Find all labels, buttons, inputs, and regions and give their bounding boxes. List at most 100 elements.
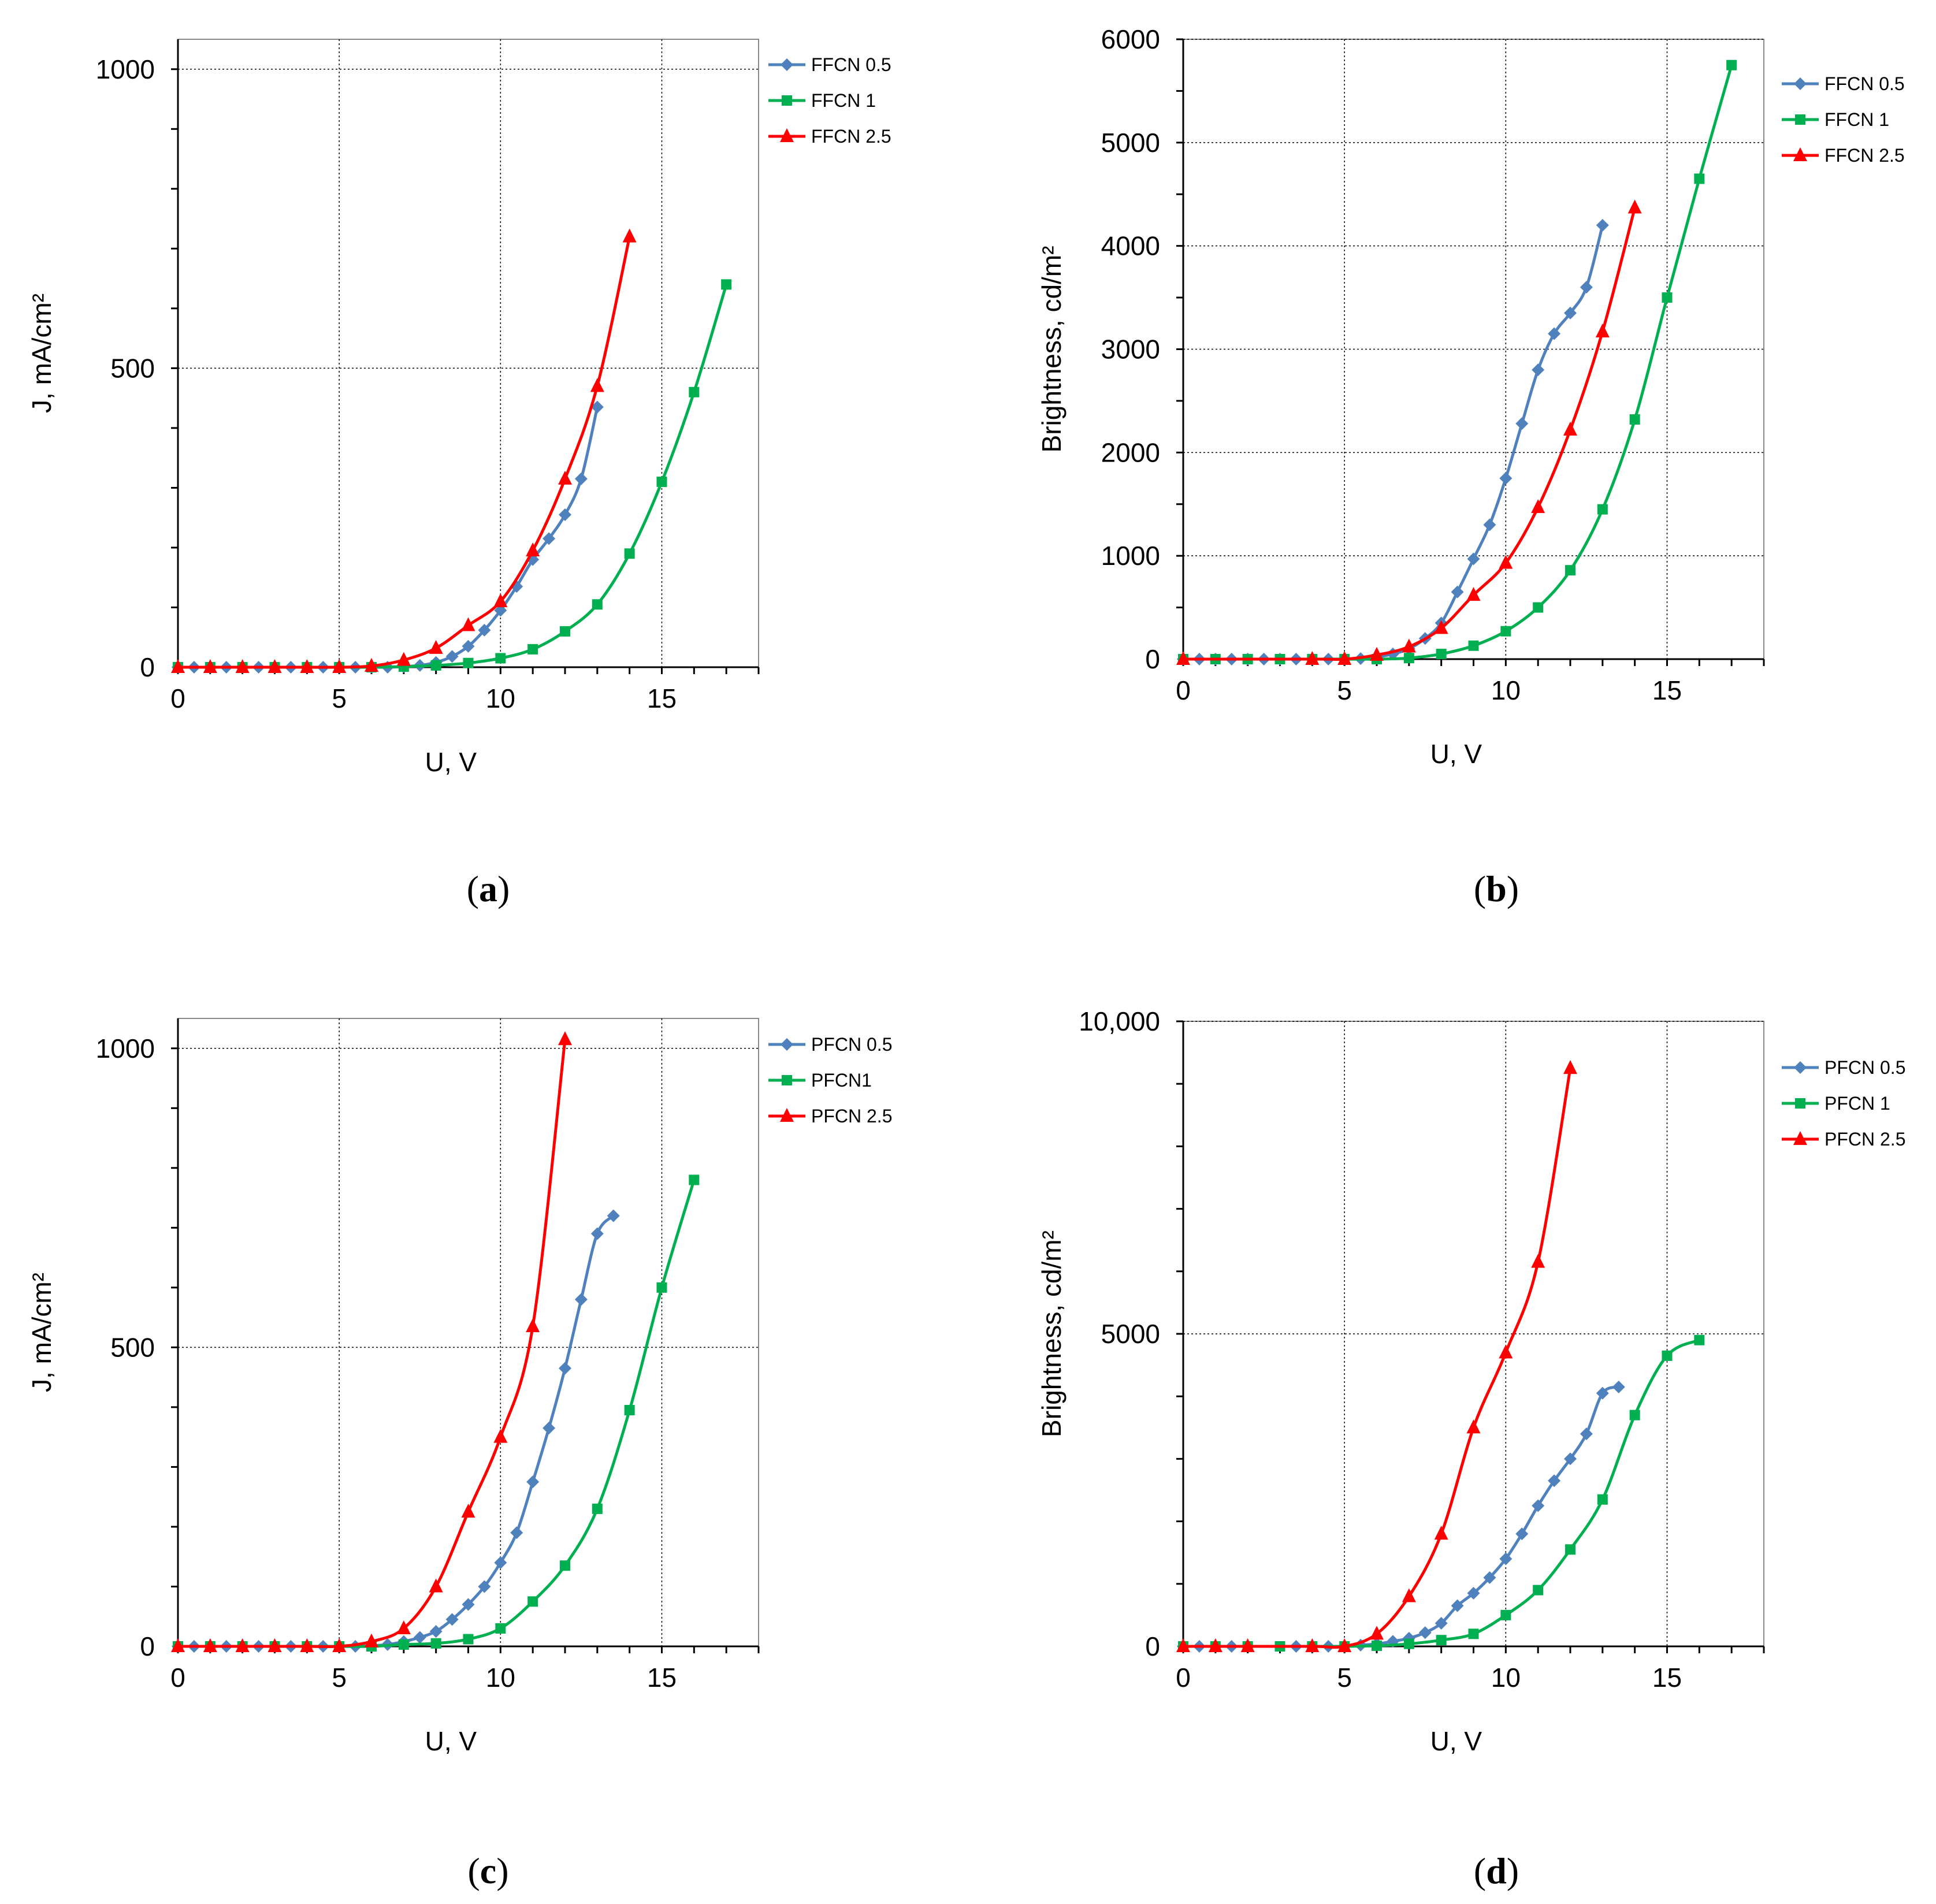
legend-label: FFCN 2.5 <box>1824 145 1905 166</box>
series-line <box>177 284 728 669</box>
x-tick-label: 5 <box>332 1663 347 1693</box>
legend-marker <box>1795 1098 1805 1109</box>
data-point <box>1597 504 1608 515</box>
legend-entry: PFCN 0.5 <box>1782 1057 1905 1078</box>
data-point <box>527 644 538 654</box>
data-point <box>461 1504 475 1518</box>
panel-label-close-paren: ) <box>1507 868 1519 909</box>
data-point <box>494 604 507 617</box>
legend-entry: FFCN 1 <box>768 90 876 111</box>
data-point <box>1531 499 1545 514</box>
data-point <box>624 1405 635 1416</box>
data-point <box>1565 565 1575 576</box>
legend-marker <box>781 1038 793 1051</box>
y-tick-label: 500 <box>110 353 155 383</box>
data-point <box>1418 1626 1432 1639</box>
data-point <box>1337 1638 1352 1652</box>
data-point <box>203 1638 217 1652</box>
y-tick-label: 0 <box>140 652 155 682</box>
data-point <box>1694 173 1705 184</box>
data-point <box>494 1556 507 1570</box>
data-point <box>478 623 491 637</box>
data-point <box>1402 638 1416 653</box>
x-tick-label: 0 <box>170 683 185 713</box>
legend-label: FFCN 2.5 <box>811 126 891 147</box>
data-point <box>1548 1474 1561 1488</box>
x-axis-label: U, V <box>425 1726 477 1756</box>
data-point <box>1662 292 1673 303</box>
series-pfcn-0.5 <box>172 1209 620 1653</box>
x-tick-label: 5 <box>1337 675 1352 705</box>
legend-marker <box>1795 114 1805 125</box>
y-tick-label: 0 <box>1145 644 1160 674</box>
x-tick-label: 0 <box>170 1663 185 1693</box>
data-point <box>235 1638 250 1652</box>
x-tick-label: 0 <box>1176 675 1191 705</box>
data-point <box>1208 1638 1222 1652</box>
series-line <box>1183 1068 1572 1649</box>
data-point <box>461 617 475 631</box>
legend-entry: FFCN 0.5 <box>1782 73 1905 94</box>
legend-marker <box>1794 1061 1807 1074</box>
panel-label-close-paren: ) <box>1507 1850 1519 1891</box>
data-point <box>1467 1587 1480 1600</box>
data-point <box>235 659 250 673</box>
panel-label-open-paren: ( <box>1474 1850 1486 1891</box>
legend-label: PFCN 0.5 <box>811 1034 892 1055</box>
data-point <box>429 1578 443 1593</box>
x-tick-label: 10 <box>486 683 515 713</box>
legend-marker <box>780 128 794 142</box>
data-point <box>495 653 506 664</box>
legend-marker <box>782 1075 792 1085</box>
panel-label-letter: a <box>479 868 497 909</box>
data-point <box>1370 1626 1384 1640</box>
data-point <box>1531 1254 1545 1268</box>
data-point <box>1176 651 1190 665</box>
data-point <box>1612 1380 1625 1393</box>
data-point <box>590 378 604 392</box>
data-point <box>689 386 700 397</box>
legend-entry: PFCN1 <box>768 1070 872 1091</box>
data-point <box>558 470 572 485</box>
data-point <box>300 659 314 673</box>
chart-panel-c: 0 5 10 15 0 500 1000 U, V J, mA/cm² PFCN 0.5 PFCN1… <box>27 1018 892 1891</box>
x-tick-label: 0 <box>1176 1663 1191 1693</box>
data-point <box>267 659 282 673</box>
legend-entry: PFCN 2.5 <box>1782 1129 1905 1150</box>
series-line <box>1183 65 1733 661</box>
legend-label: PFCN 1 <box>1824 1093 1890 1114</box>
legend-label: PFCN 2.5 <box>1824 1129 1905 1150</box>
data-point <box>1434 1526 1448 1540</box>
y-tick-label: 1000 <box>1101 541 1160 571</box>
data-point <box>1468 640 1479 651</box>
data-point <box>1580 1427 1593 1441</box>
x-tick-label: 10 <box>486 1663 515 1693</box>
legend-label: PFCN 0.5 <box>1824 1057 1905 1078</box>
data-point <box>445 1613 459 1626</box>
data-point <box>1499 555 1513 569</box>
chart-panel-d: 0 5 10 15 0 5000 10,000 U, V Brightness, cd/m² PF… <box>1036 1006 1905 1891</box>
series-pfcn-2.5 <box>171 1031 572 1652</box>
data-point <box>445 650 459 663</box>
data-point <box>1451 585 1464 598</box>
data-point <box>542 532 556 545</box>
legend-entry: FFCN 1 <box>1782 109 1889 130</box>
x-tick-label: 10 <box>1491 675 1521 705</box>
data-point <box>1499 1344 1513 1359</box>
data-point <box>1515 417 1529 430</box>
data-point <box>1533 602 1544 613</box>
data-point <box>1483 1571 1496 1584</box>
data-point <box>1532 363 1545 377</box>
data-point <box>607 1209 620 1222</box>
series-line <box>177 1039 567 1649</box>
y-tick-label: 5000 <box>1101 1319 1160 1349</box>
data-point <box>721 279 732 290</box>
data-point <box>332 1638 347 1652</box>
plot-frame <box>177 1018 759 1647</box>
data-point <box>592 599 603 610</box>
legend-marker <box>1793 1131 1807 1145</box>
panel-label: (b) <box>1474 868 1519 909</box>
data-point <box>332 659 347 673</box>
x-tick-label: 10 <box>1491 1663 1521 1693</box>
data-point <box>203 659 217 673</box>
